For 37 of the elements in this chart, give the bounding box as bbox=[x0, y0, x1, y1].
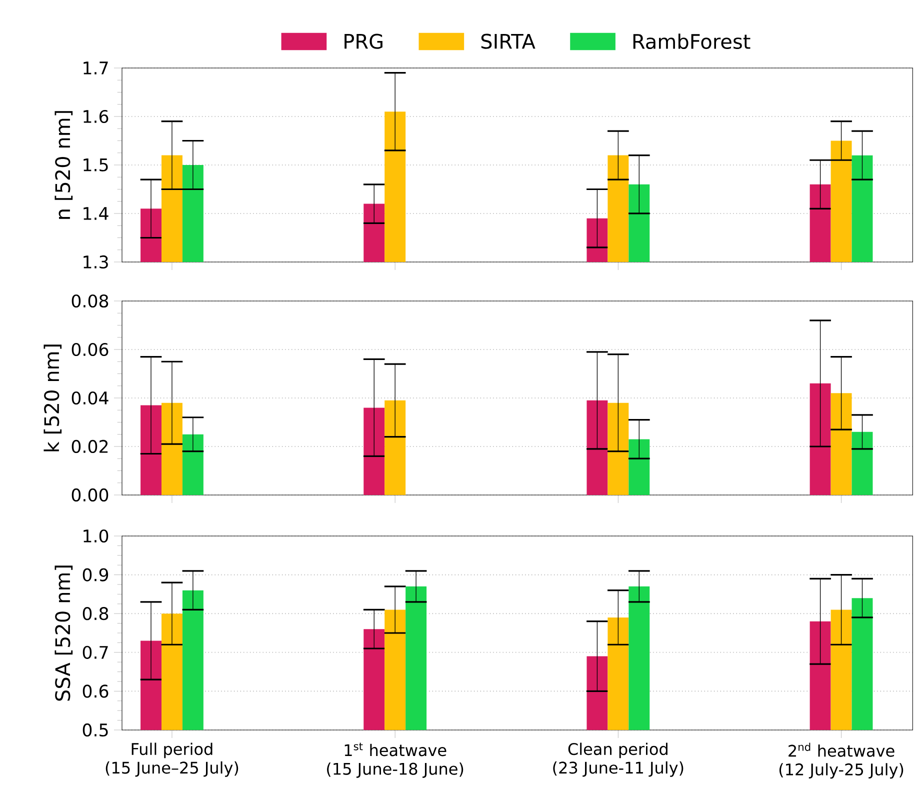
y-tick-label: 0.04 bbox=[72, 391, 108, 405]
y-tick-label: 0.8 bbox=[82, 607, 108, 620]
y-tick-label: 0.06 bbox=[72, 342, 108, 356]
y-tick-label: 1.3 bbox=[84, 255, 108, 269]
bar bbox=[810, 383, 831, 495]
bar bbox=[852, 432, 873, 495]
x-tick-label: 1$^{st}$ heatwave (15 June-18 June) bbox=[327, 742, 464, 778]
legend-label: RambForest bbox=[633, 34, 750, 50]
bar bbox=[182, 434, 204, 495]
y-axis-title: SSA [520 nm] bbox=[54, 566, 73, 701]
bar bbox=[628, 439, 650, 495]
bar bbox=[830, 393, 852, 495]
y-tick-label: 0.00 bbox=[72, 488, 108, 502]
y-tick-label: 0.6 bbox=[82, 684, 108, 698]
y-axis-title: k [520 nm] bbox=[44, 344, 62, 452]
y-tick-label: 0.08 bbox=[72, 294, 108, 308]
y-tick-label: 1.5 bbox=[84, 158, 108, 172]
legend-label: PRG bbox=[344, 34, 382, 49]
bar bbox=[364, 408, 385, 495]
bar bbox=[140, 405, 162, 495]
y-tick-label: 1.7 bbox=[84, 62, 108, 74]
bar bbox=[608, 402, 629, 495]
y-tick-label: 1.0 bbox=[84, 529, 108, 543]
y-axis-title: n [520 nm] bbox=[54, 111, 73, 219]
bar bbox=[586, 400, 608, 495]
y-tick-label: 1.4 bbox=[84, 207, 108, 220]
y-tick-label: 0.7 bbox=[82, 646, 108, 659]
bar bbox=[161, 402, 182, 495]
legend-label: SIRTA bbox=[481, 34, 536, 49]
x-tick-label: Clean period (23 June-11 July) bbox=[553, 742, 684, 777]
x-tick-label: Full period (15 June–25 July) bbox=[106, 742, 238, 777]
y-tick-label: 0.5 bbox=[82, 723, 108, 737]
bar bbox=[384, 400, 406, 495]
y-tick-label: 1.6 bbox=[84, 110, 108, 124]
y-tick-label: 0.9 bbox=[82, 568, 108, 582]
x-tick-label: 2$^{nd}$ heatwave (12 July-25 July) bbox=[779, 742, 904, 779]
y-tick-label: 0.02 bbox=[72, 440, 108, 454]
